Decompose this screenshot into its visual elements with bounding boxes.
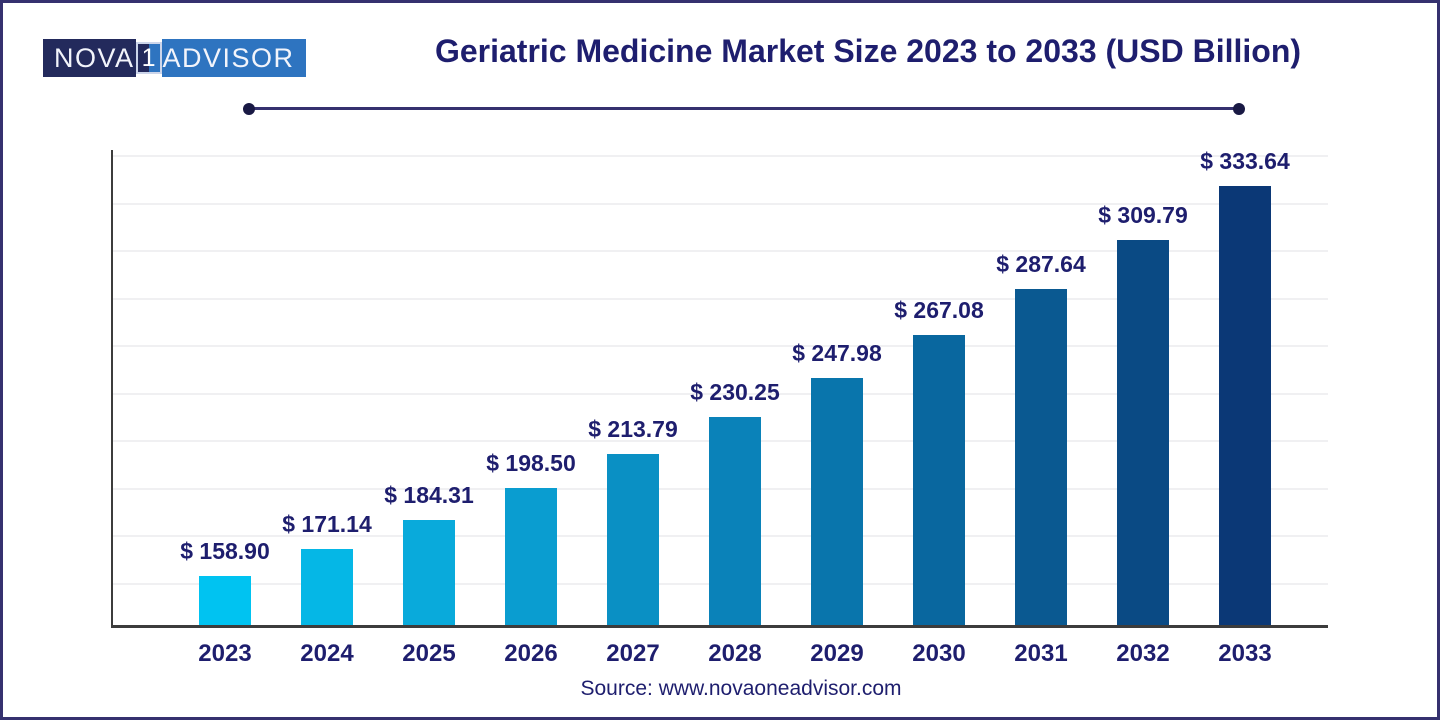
bar-value-label-2033: $ 333.64: [1200, 148, 1290, 175]
gridline: [113, 345, 1328, 347]
logo-text-nova: NOVA: [43, 39, 136, 77]
bar-value-label-2031: $ 287.64: [996, 251, 1086, 278]
gridline: [113, 297, 1328, 300]
plot-area: $ 158.90 2023 $ 171.14 2024 $ 184.31 2025 $ 19…: [111, 148, 1328, 667]
x-axis-label-2025: 2025: [402, 640, 456, 667]
x-axis-label-2023: 2023: [198, 640, 252, 667]
bar-2030: [913, 334, 965, 625]
gridline: [113, 392, 1328, 395]
x-axis-label-2024: 2024: [300, 640, 354, 667]
bar-value-label-2030: $ 267.08: [894, 296, 984, 323]
x-axis-label-2032: 2032: [1116, 640, 1170, 667]
bar-2023: [199, 576, 251, 625]
bar-2032: [1117, 239, 1169, 625]
bar-value-label-2023: $ 158.90: [180, 538, 270, 565]
bar-2025: [403, 519, 455, 625]
x-axis-label-2029: 2029: [810, 640, 864, 667]
bar-2028: [709, 417, 761, 625]
source-caption: Source: www.novaoneadvisor.com: [580, 677, 902, 700]
bar-2033: [1219, 186, 1271, 625]
x-axis-label-2033: 2033: [1218, 640, 1272, 667]
gridline: [113, 250, 1328, 252]
bar-value-label-2027: $ 213.79: [588, 415, 678, 442]
bar-value-label-2025: $ 184.31: [384, 481, 474, 508]
brand-logo: NOVA 1 ADVISOR: [43, 39, 306, 77]
bar-2026: [505, 487, 557, 625]
underline-right-dot: [1233, 102, 1245, 115]
bar-2031: [1015, 289, 1067, 625]
bar-value-label-2024: $ 171.14: [282, 510, 372, 537]
x-axis-label-2031: 2031: [1014, 640, 1068, 667]
x-axis-label-2026: 2026: [504, 640, 558, 667]
logo-text-advisor: ADVISOR: [161, 39, 306, 77]
chart-title: Geriatric Medicine Market Size 2023 to 2…: [434, 33, 1302, 69]
gridline: [113, 155, 1328, 157]
bar-2027: [607, 453, 659, 625]
x-axis-label-2027: 2027: [606, 640, 660, 667]
title-underline: [243, 102, 1245, 115]
bar-value-label-2032: $ 309.79: [1098, 201, 1188, 228]
x-axis-label-2028: 2028: [708, 640, 762, 667]
x-axis-label-2030: 2030: [912, 640, 966, 667]
bar-2024: [301, 548, 353, 625]
bar-value-label-2028: $ 230.25: [690, 379, 780, 406]
logo-one-box: 1: [135, 42, 162, 74]
gridline: [113, 202, 1328, 205]
bar-value-label-2029: $ 247.98: [792, 339, 882, 366]
underline-left-dot: [243, 102, 255, 115]
bar-2029: [811, 377, 863, 625]
bar-value-label-2026: $ 198.50: [486, 449, 576, 476]
